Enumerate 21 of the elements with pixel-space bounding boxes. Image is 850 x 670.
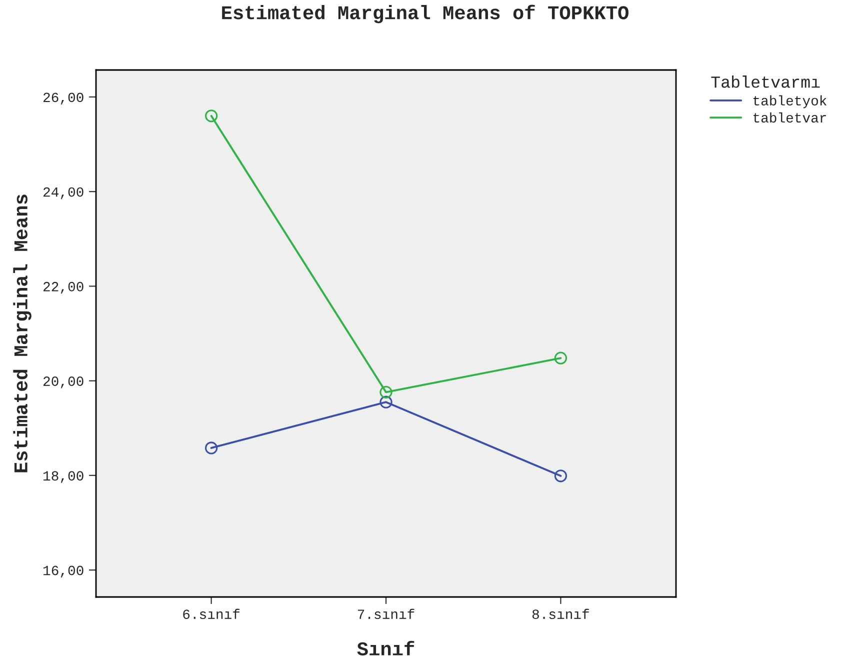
point — [204, 442, 218, 454]
x-tick-label: 8.sınıf — [532, 608, 589, 620]
y-tick-label: 20,00 — [43, 376, 84, 388]
point — [554, 470, 568, 482]
y-tick-label: 18,00 — [44, 471, 84, 483]
chart-title: Estimated Marginal Means of TOPKKTO — [222, 4, 628, 24]
x-axis-title: Sınıf — [357, 640, 414, 656]
point — [204, 110, 218, 122]
point — [380, 386, 392, 398]
x-tick-label: 6.sınıf — [183, 608, 240, 620]
legend-label: tabletvar — [754, 112, 826, 123]
x-tick-label: 7.sınıf — [358, 608, 414, 620]
point — [554, 352, 568, 364]
point — [380, 396, 392, 408]
y-tick-label: 24,00 — [43, 187, 84, 200]
legend-title: Tabletvarmı — [711, 76, 820, 88]
y-tick-label: 16,00 — [44, 566, 84, 578]
y-axis-title: Estimated Marginal Means — [13, 194, 32, 472]
legend-label: tabletyok — [754, 95, 827, 108]
y-tick-label: 22,00 — [43, 282, 84, 294]
y-tick-label: 26,00 — [43, 92, 84, 104]
